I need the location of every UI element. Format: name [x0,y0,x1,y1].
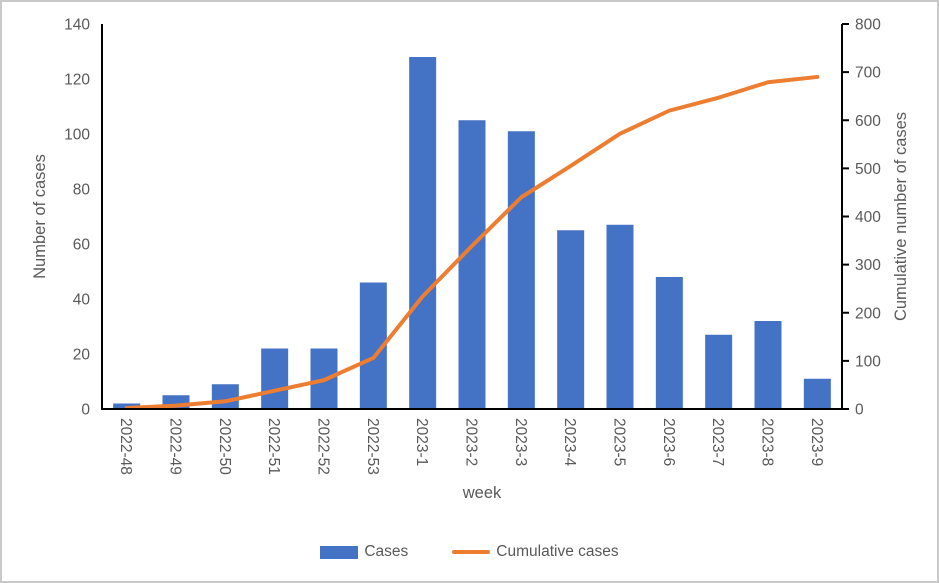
legend-item-cumulative-cases: Cumulative cases [452,543,619,561]
left-axis-title: Number of cases [31,154,49,279]
right-axis-tick-800: 800 [855,17,881,34]
legend-line-swatch [452,550,491,554]
x-axis-tick-2022-51: 2022-51 [265,418,282,475]
right-axis-tick-100: 100 [855,353,881,370]
x-axis-tick-2023-9: 2023-9 [808,418,825,466]
bar-2023-6 [655,277,683,409]
bar-2022-50 [211,384,239,409]
x-axis-tick-2023-4: 2023-4 [561,418,578,467]
bar-2023-9 [803,378,831,409]
cumulative-line [124,74,820,411]
bar-2023-4 [557,230,585,409]
x-axis-tick-2022-48: 2022-48 [117,418,134,475]
right-axis-tick-700: 700 [855,65,881,82]
right-axis-tick-0: 0 [855,402,864,419]
x-axis-title: week [462,484,502,502]
x-axis-tick-2023-5: 2023-5 [611,418,628,466]
legend: Cases Cumulative cases [2,542,937,562]
right-axis-tick-200: 200 [855,305,881,322]
right-axis-tick-300: 300 [855,257,881,274]
legend-item-cases: Cases [320,544,408,560]
right-axis-tick-500: 500 [855,161,881,178]
right-axis-tick-400: 400 [855,209,881,226]
legend-label-cases: Cases [364,543,409,561]
x-axis-tick-2023-6: 2023-6 [660,418,677,466]
bar-2022-51 [261,348,289,409]
legend-label-cumulative-cases: Cumulative cases [496,543,619,561]
bar-2023-8 [754,321,782,409]
right-axis-title: Cumulative number of cases [892,112,910,321]
bar-2023-2 [458,120,486,409]
left-axis-tick-20: 20 [73,347,91,364]
bar-2023-7 [705,334,733,409]
x-axis-tick-2023-7: 2023-7 [709,418,726,466]
left-axis-tick-140: 140 [64,17,90,34]
left-axis-tick-0: 0 [81,402,90,419]
x-axis-tick-2023-1: 2023-1 [413,418,430,466]
x-axis-tick-2023-3: 2023-3 [512,418,529,466]
left-axis-tick-80: 80 [73,182,91,199]
left-axis-tick-120: 120 [64,72,90,89]
x-axis-tick-2022-53: 2022-53 [364,418,381,475]
right-axis-tick-600: 600 [855,113,881,130]
bar-2023-1 [409,57,437,409]
bar-2023-3 [507,131,535,409]
left-axis-tick-40: 40 [73,292,91,309]
x-axis-tick-2022-52: 2022-52 [315,418,332,475]
x-axis-tick-2023-2: 2023-2 [463,418,480,466]
x-axis-tick-2022-49: 2022-49 [167,418,184,475]
left-axis-tick-100: 100 [64,127,90,144]
legend-bar-swatch [320,545,359,559]
left-axis-tick-60: 60 [73,237,91,254]
x-axis-tick-2022-50: 2022-50 [216,418,233,475]
bar-2023-5 [606,224,634,409]
x-axis-tick-2023-8: 2023-8 [759,418,776,466]
